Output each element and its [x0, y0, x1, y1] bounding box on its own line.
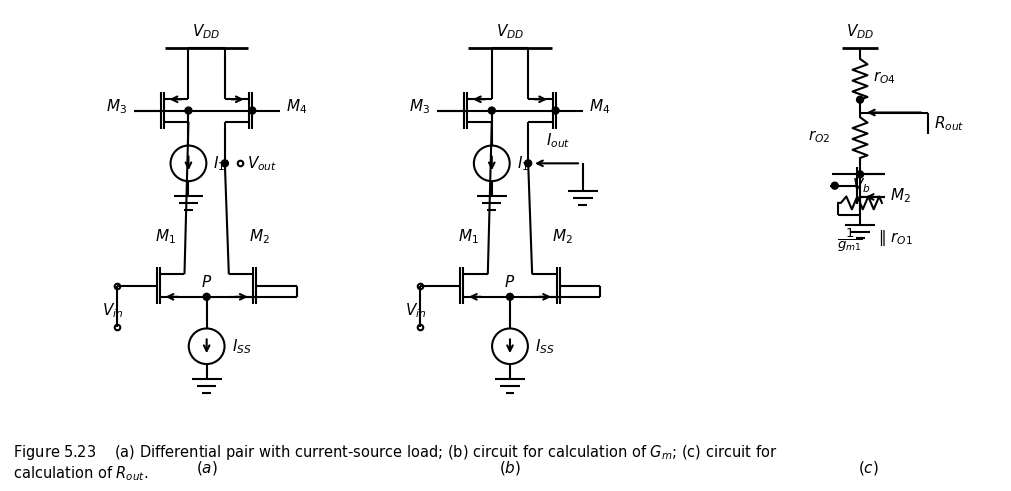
Text: $V_{DD}$: $V_{DD}$ — [845, 23, 874, 41]
Circle shape — [203, 293, 210, 300]
Text: $V_{DD}$: $V_{DD}$ — [495, 23, 524, 41]
Text: $I_{out}$: $I_{out}$ — [545, 132, 569, 150]
Text: $M_2$: $M_2$ — [890, 186, 910, 205]
Text: $V_{in}$: $V_{in}$ — [102, 301, 123, 320]
Text: $M_4$: $M_4$ — [286, 97, 307, 116]
Text: $(c)$: $(c)$ — [856, 460, 878, 477]
Text: $(a)$: $(a)$ — [195, 460, 217, 477]
Circle shape — [552, 107, 558, 114]
Circle shape — [221, 160, 228, 167]
Circle shape — [524, 160, 531, 167]
Text: $P$: $P$ — [201, 274, 212, 290]
Circle shape — [185, 107, 192, 114]
Text: $M_2$: $M_2$ — [249, 227, 269, 246]
Circle shape — [830, 182, 837, 189]
Text: $M_4$: $M_4$ — [588, 97, 610, 116]
Circle shape — [506, 293, 513, 300]
Text: $\dfrac{1}{g_{m1}}$: $\dfrac{1}{g_{m1}}$ — [836, 227, 862, 254]
Circle shape — [249, 107, 256, 114]
Text: Figure 5.23    (a) Differential pair with current-source load; (b) circuit for c: Figure 5.23 (a) Differential pair with c… — [13, 443, 776, 483]
Circle shape — [855, 171, 862, 178]
Text: $\|\ r_{O1}$: $\|\ r_{O1}$ — [878, 228, 912, 248]
Text: $M_3$: $M_3$ — [106, 97, 127, 116]
Text: $M_1$: $M_1$ — [458, 227, 479, 246]
Text: $I_{SS}$: $I_{SS}$ — [232, 337, 251, 355]
Text: $r_{O2}$: $r_{O2}$ — [808, 128, 830, 145]
Text: $M_2$: $M_2$ — [551, 227, 572, 246]
Circle shape — [855, 96, 862, 103]
Text: $P$: $P$ — [503, 274, 515, 290]
Text: $M_3$: $M_3$ — [409, 97, 430, 116]
Text: $r_{O4}$: $r_{O4}$ — [872, 70, 895, 86]
Circle shape — [488, 107, 494, 114]
Text: $V_b$: $V_b$ — [851, 176, 869, 195]
Text: $I_1$: $I_1$ — [213, 154, 225, 173]
Text: $I_1$: $I_1$ — [517, 154, 529, 173]
Text: $V_{out}$: $V_{out}$ — [247, 154, 277, 173]
Text: $M_1$: $M_1$ — [155, 227, 176, 246]
Text: $I_{SS}$: $I_{SS}$ — [534, 337, 554, 355]
Text: $V_{in}$: $V_{in}$ — [405, 301, 427, 320]
Text: $V_{DD}$: $V_{DD}$ — [192, 23, 220, 41]
Text: $(b)$: $(b)$ — [498, 460, 521, 477]
Text: $R_{out}$: $R_{out}$ — [933, 114, 963, 133]
